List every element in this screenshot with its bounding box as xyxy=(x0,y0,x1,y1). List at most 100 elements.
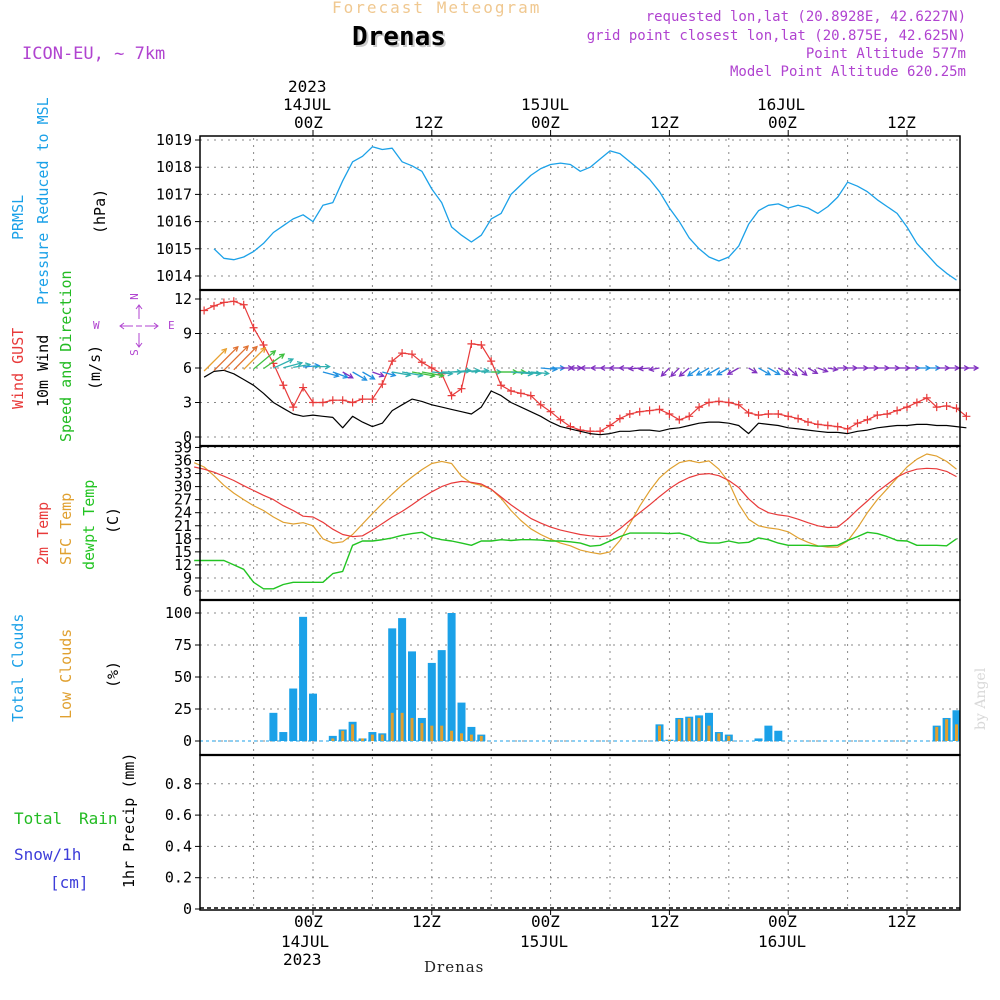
low-cloud-bar xyxy=(935,726,939,741)
wind-direction-arrowhead xyxy=(792,370,799,377)
wind-direction-arrowhead xyxy=(726,369,733,375)
wind-direction-arrowhead xyxy=(456,369,463,375)
wind-ytick-label: 9 xyxy=(183,325,192,343)
temp-ytick-label: 15 xyxy=(174,543,192,561)
low-cloud-bar xyxy=(361,738,364,741)
low-cloud-bar xyxy=(370,734,374,741)
forecast-title: Forecast Meteogram xyxy=(332,0,542,17)
bottom-day-label-3: 16JUL xyxy=(758,932,807,951)
wind-ytick-label: 6 xyxy=(183,359,192,377)
wind-direction-arrowhead xyxy=(369,374,376,380)
location-title: Drenas xyxy=(352,22,446,52)
total-cloud-bar xyxy=(279,732,288,741)
wind-direction-arrow xyxy=(352,371,367,381)
top-tick-label-1: 00Z xyxy=(294,113,323,132)
pressure-ytick-label: 1017 xyxy=(156,185,192,203)
gust-marker xyxy=(536,400,545,409)
wind-direction-arrowhead xyxy=(842,365,849,371)
gust-marker xyxy=(794,414,803,423)
wind-direction-arrowhead xyxy=(660,370,667,377)
gust-marker xyxy=(724,398,733,407)
temp-ytick-label: 21 xyxy=(174,517,192,535)
pressure-ytick-label: 1014 xyxy=(156,267,192,285)
wind-direction-arrow xyxy=(283,362,303,369)
wind-direction-arrowhead xyxy=(832,366,839,372)
requested-coords: requested lon,lat (20.8928E, 42.6227N) xyxy=(645,9,966,25)
temp-ytick-label: 18 xyxy=(174,530,192,548)
temp-ytick-label: 39 xyxy=(174,438,192,456)
low-cloud-bar xyxy=(410,717,414,741)
gust-marker xyxy=(497,381,506,390)
low-cloud-bar xyxy=(717,733,721,741)
wind-direction-arrow xyxy=(372,371,384,377)
gust-marker xyxy=(784,412,793,421)
gust-marker xyxy=(893,406,902,415)
low-cloud-bar xyxy=(400,712,404,741)
gust-marker xyxy=(596,427,605,436)
wind-direction-arrow xyxy=(768,367,780,376)
gust-marker xyxy=(328,396,337,405)
wind-direction-arrowhead xyxy=(287,358,295,364)
wind-direction-arrow xyxy=(706,367,720,376)
wind-direction-arrowhead xyxy=(260,346,267,353)
gust-marker xyxy=(239,300,248,309)
total-cloud-bar xyxy=(427,662,436,741)
wind-direction-arrow xyxy=(716,367,730,376)
wind-direction-arrow xyxy=(431,371,453,375)
temp-ytick-label: 33 xyxy=(174,465,192,483)
wind-direction-arrowhead xyxy=(608,365,615,371)
wind-direction-arrow xyxy=(827,367,838,371)
wind-direction-arrowhead xyxy=(716,370,723,376)
gust-marker xyxy=(863,415,872,424)
wind-direction-arrow xyxy=(727,367,740,375)
low-cloud-bar xyxy=(450,730,454,741)
model-altitude: Model Point Altitude 620.25m xyxy=(729,64,966,80)
wind-direction-arrow xyxy=(451,369,471,373)
panel-frame xyxy=(199,135,961,291)
gust-marker xyxy=(823,421,832,430)
gust-marker xyxy=(318,398,327,407)
gust-marker xyxy=(279,381,288,390)
wind-direction-arrowhead xyxy=(852,365,859,371)
low-cloud-bar xyxy=(380,734,384,741)
total-cloud-bar xyxy=(467,726,476,741)
wind-direction-arrow xyxy=(411,371,435,377)
low-cloud-bar xyxy=(687,717,691,741)
low-cloud-bar xyxy=(658,725,661,741)
low-cloud-bar xyxy=(945,719,949,741)
wind-direction-arrow xyxy=(797,367,808,376)
total-cloud-bar xyxy=(754,738,763,741)
precip-rain-label: Rain xyxy=(79,809,118,828)
gust-marker xyxy=(606,421,614,430)
low-cloud-bar xyxy=(420,723,424,741)
wind-direction-arrow xyxy=(510,371,533,375)
wind-direction-arrowhead xyxy=(801,370,808,377)
low-cloud-bar xyxy=(707,725,711,741)
low-cloud-bar xyxy=(430,725,434,741)
pressure-ytick-label: 1016 xyxy=(156,213,192,231)
wind-direction-arrowhead xyxy=(589,365,596,371)
total-cloud-bar xyxy=(774,730,783,741)
top-day-label-2: 15JUL xyxy=(521,95,570,114)
total-cloud-bar xyxy=(457,702,466,741)
clouds-ytick-label: 0 xyxy=(183,732,192,750)
total-cloud-bar xyxy=(299,616,308,741)
wind-direction-arrowhead xyxy=(784,369,791,375)
wind-direction-arrowhead xyxy=(361,375,368,381)
wind-direction-arrow xyxy=(638,367,650,370)
wind-direction-arrowhead xyxy=(314,362,321,369)
wind-direction-arrow xyxy=(223,345,249,371)
bottom-year-label: 2023 xyxy=(283,950,322,969)
gust-marker xyxy=(754,411,763,420)
pressure-ytick-label: 1015 xyxy=(156,240,192,258)
clouds-ytick-label: 75 xyxy=(174,636,192,654)
wind-direction-arrowhead xyxy=(670,371,677,378)
gust-marker xyxy=(368,395,377,404)
model-label: ICON-EU, ~ 7km xyxy=(22,44,166,64)
wind-direction-arrow xyxy=(243,347,266,370)
gust-marker xyxy=(665,410,674,418)
wind-direction-arrowhead xyxy=(568,365,575,371)
wind-ytick-label: 3 xyxy=(183,394,192,412)
wind-direction-arrow xyxy=(342,371,354,379)
temp-ytick-label: 9 xyxy=(183,569,192,587)
